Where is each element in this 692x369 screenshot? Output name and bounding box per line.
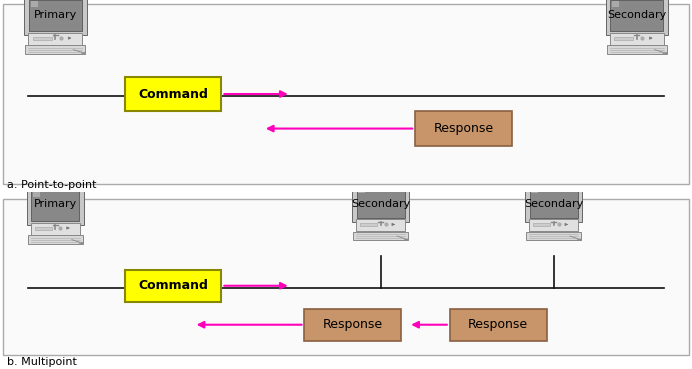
FancyBboxPatch shape xyxy=(614,37,633,40)
FancyBboxPatch shape xyxy=(415,111,512,146)
FancyBboxPatch shape xyxy=(125,270,221,302)
FancyBboxPatch shape xyxy=(30,1,38,7)
FancyBboxPatch shape xyxy=(450,309,547,341)
Text: Response: Response xyxy=(434,122,493,135)
FancyBboxPatch shape xyxy=(358,187,365,193)
FancyBboxPatch shape xyxy=(27,184,84,225)
FancyBboxPatch shape xyxy=(525,181,582,222)
FancyBboxPatch shape xyxy=(356,219,406,231)
FancyBboxPatch shape xyxy=(612,1,619,7)
Text: Response: Response xyxy=(468,318,528,331)
FancyBboxPatch shape xyxy=(26,45,85,54)
Circle shape xyxy=(405,239,408,240)
FancyBboxPatch shape xyxy=(533,224,550,227)
FancyBboxPatch shape xyxy=(3,4,689,184)
FancyBboxPatch shape xyxy=(28,33,82,45)
Text: Secondary: Secondary xyxy=(524,199,583,209)
Text: b. Multipoint: b. Multipoint xyxy=(7,357,77,367)
FancyBboxPatch shape xyxy=(352,181,409,222)
Text: Secondary: Secondary xyxy=(607,10,666,20)
Circle shape xyxy=(663,52,667,54)
Circle shape xyxy=(80,242,83,244)
Circle shape xyxy=(82,52,86,54)
FancyBboxPatch shape xyxy=(35,227,52,230)
Text: Primary: Primary xyxy=(34,199,77,209)
Text: Response: Response xyxy=(323,318,383,331)
Circle shape xyxy=(578,239,581,240)
FancyBboxPatch shape xyxy=(526,232,581,240)
FancyBboxPatch shape xyxy=(610,33,664,45)
FancyBboxPatch shape xyxy=(610,0,663,31)
FancyBboxPatch shape xyxy=(31,189,80,221)
FancyBboxPatch shape xyxy=(24,0,86,35)
FancyBboxPatch shape xyxy=(353,232,408,240)
FancyBboxPatch shape xyxy=(606,0,668,35)
FancyBboxPatch shape xyxy=(3,199,689,355)
FancyBboxPatch shape xyxy=(529,186,578,218)
FancyBboxPatch shape xyxy=(356,186,405,218)
FancyBboxPatch shape xyxy=(304,309,401,341)
FancyBboxPatch shape xyxy=(531,187,538,193)
FancyBboxPatch shape xyxy=(33,37,52,40)
FancyBboxPatch shape xyxy=(607,45,666,54)
FancyBboxPatch shape xyxy=(529,219,579,231)
Text: a. Point-to-point: a. Point-to-point xyxy=(7,180,96,190)
FancyBboxPatch shape xyxy=(29,0,82,31)
FancyBboxPatch shape xyxy=(125,77,221,111)
Text: Command: Command xyxy=(138,279,208,292)
Text: Command: Command xyxy=(138,87,208,100)
FancyBboxPatch shape xyxy=(28,235,83,244)
Text: Secondary: Secondary xyxy=(351,199,410,209)
FancyBboxPatch shape xyxy=(360,224,377,227)
Text: Primary: Primary xyxy=(34,10,77,20)
FancyBboxPatch shape xyxy=(30,223,80,235)
FancyBboxPatch shape xyxy=(33,191,39,197)
